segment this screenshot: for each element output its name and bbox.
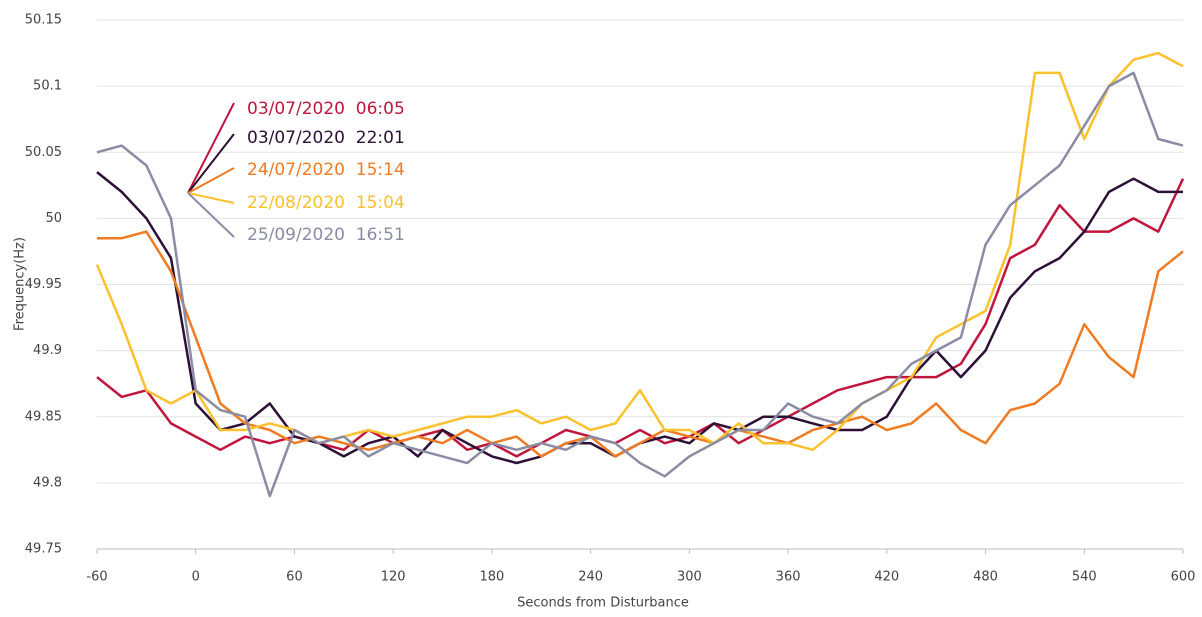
y-tick-label: 50.1 xyxy=(33,79,62,94)
legend-line xyxy=(187,167,235,194)
x-tick-label: 540 xyxy=(1072,570,1097,585)
legend-label: 03/07/2020 22:01 xyxy=(247,128,405,148)
x-tick-label: 60 xyxy=(286,570,303,585)
legend-label: 25/09/2020 16:51 xyxy=(247,225,405,245)
legend-line xyxy=(187,192,235,204)
y-tick-label: 49.8 xyxy=(33,475,62,490)
x-tick-label: 360 xyxy=(776,570,801,585)
legend-label: 24/07/2020 15:14 xyxy=(247,160,405,180)
y-tick-label: 49.75 xyxy=(25,542,62,557)
series-line xyxy=(97,230,1184,458)
x-tick-label: 480 xyxy=(973,570,998,585)
y-tick-label: 50 xyxy=(45,211,62,226)
x-tick-label: 0 xyxy=(192,570,200,585)
y-axis-label: Frequency(Hz) xyxy=(13,237,28,331)
x-tick-label: 120 xyxy=(381,570,406,585)
y-tick-label: 49.9 xyxy=(33,343,62,358)
x-tick-label: 180 xyxy=(479,570,504,585)
x-tick-label: 240 xyxy=(578,570,603,585)
legend-line xyxy=(187,133,235,194)
x-tick-label: -60 xyxy=(86,570,107,585)
series-line xyxy=(95,51,1184,452)
legend-line xyxy=(187,192,235,238)
x-tick-label: 420 xyxy=(874,570,899,585)
series-line xyxy=(96,171,1183,465)
y-tick-label: 50.15 xyxy=(25,13,62,28)
x-tick-label: 600 xyxy=(1171,570,1196,585)
legend-label: 03/07/2020 06:05 xyxy=(247,99,405,119)
y-tick-label: 49.95 xyxy=(25,277,62,292)
x-tick-label: 300 xyxy=(677,570,702,585)
x-axis-label: Seconds from Disturbance xyxy=(517,596,689,611)
series-line xyxy=(96,71,1184,498)
legend-line xyxy=(187,102,235,194)
legend-label: 22/08/2020 15:04 xyxy=(247,193,405,213)
y-tick-label: 50.05 xyxy=(25,145,62,160)
y-tick-label: 49.85 xyxy=(25,409,62,424)
series-line xyxy=(96,178,1185,458)
